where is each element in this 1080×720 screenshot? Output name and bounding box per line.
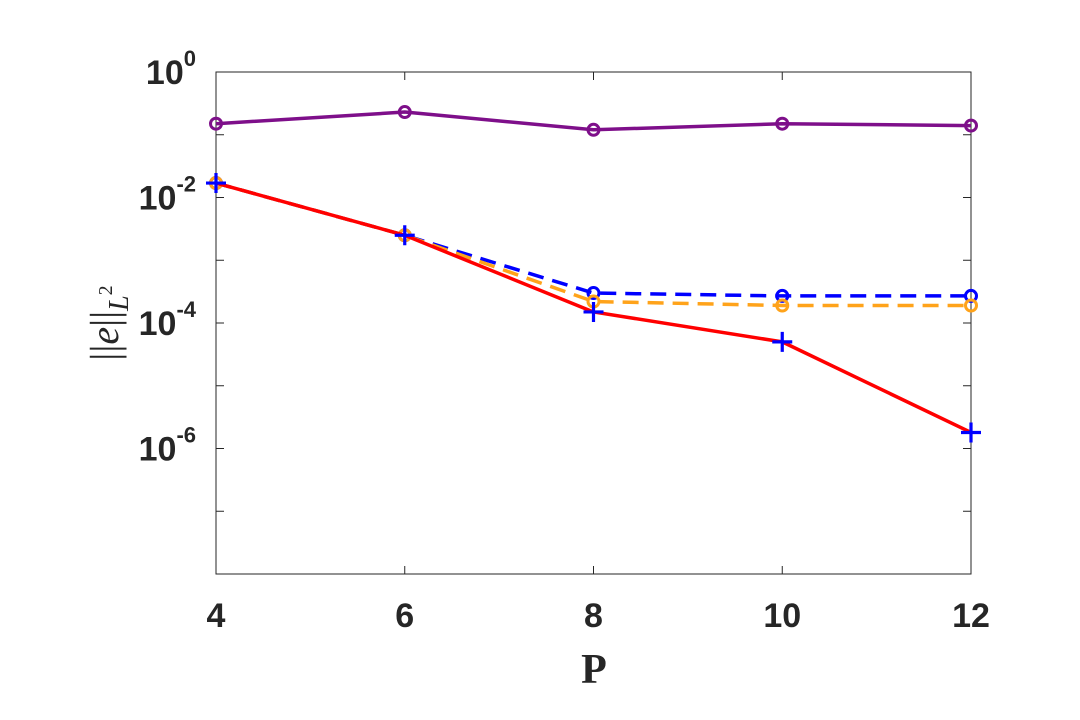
y-axis-norm-close: ||	[82, 311, 127, 327]
data-point	[583, 301, 604, 322]
data-point	[775, 298, 790, 313]
series-line	[215, 110, 972, 132]
y-tick-label: 10-2	[139, 172, 196, 218]
x-tick-label: 4	[207, 597, 226, 635]
series-0	[209, 105, 978, 137]
y-tick-exponent: -6	[176, 423, 196, 448]
y-axis-norm-open: ||	[82, 345, 127, 361]
y-tick-exponent: -2	[176, 172, 196, 197]
x-tick-label: 10	[763, 597, 801, 635]
y-axis-sup: 2	[95, 285, 117, 295]
y-tick-base: 10	[139, 305, 177, 343]
data-point	[206, 173, 226, 194]
y-tick-label: 10-6	[139, 423, 196, 469]
data-point	[394, 225, 415, 246]
y-tick-base: 10	[146, 54, 184, 92]
y-tick-exponent: 0	[184, 46, 196, 71]
data-point	[964, 298, 978, 313]
y-tick-base: 10	[139, 431, 177, 469]
data-point	[961, 422, 981, 443]
data-point	[397, 105, 412, 120]
series-4	[206, 173, 981, 443]
y-axis-title: ||e||L2	[82, 285, 135, 360]
data-point	[772, 331, 793, 352]
axis-ticks	[215, 71, 972, 575]
data-point	[586, 122, 601, 137]
y-tick-exponent: -4	[176, 297, 196, 322]
series-layer	[206, 105, 981, 443]
y-tick-label: 10-4	[139, 297, 197, 343]
data-point	[209, 116, 223, 131]
data-point	[964, 118, 978, 133]
plot-area	[215, 71, 972, 575]
data-point	[775, 116, 790, 131]
y-axis-var: e	[82, 327, 127, 345]
y-axis-sub: L	[104, 295, 135, 312]
x-tick-label: 8	[584, 597, 603, 635]
data-point	[586, 286, 601, 301]
y-tick-base: 10	[139, 180, 177, 218]
svg-text:||e||L2: ||e||L2	[82, 285, 135, 360]
x-axis-title: P	[581, 647, 607, 693]
x-tick-label: 12	[952, 597, 990, 635]
x-tick-label: 6	[395, 597, 414, 635]
y-tick-label: 100	[146, 46, 196, 92]
